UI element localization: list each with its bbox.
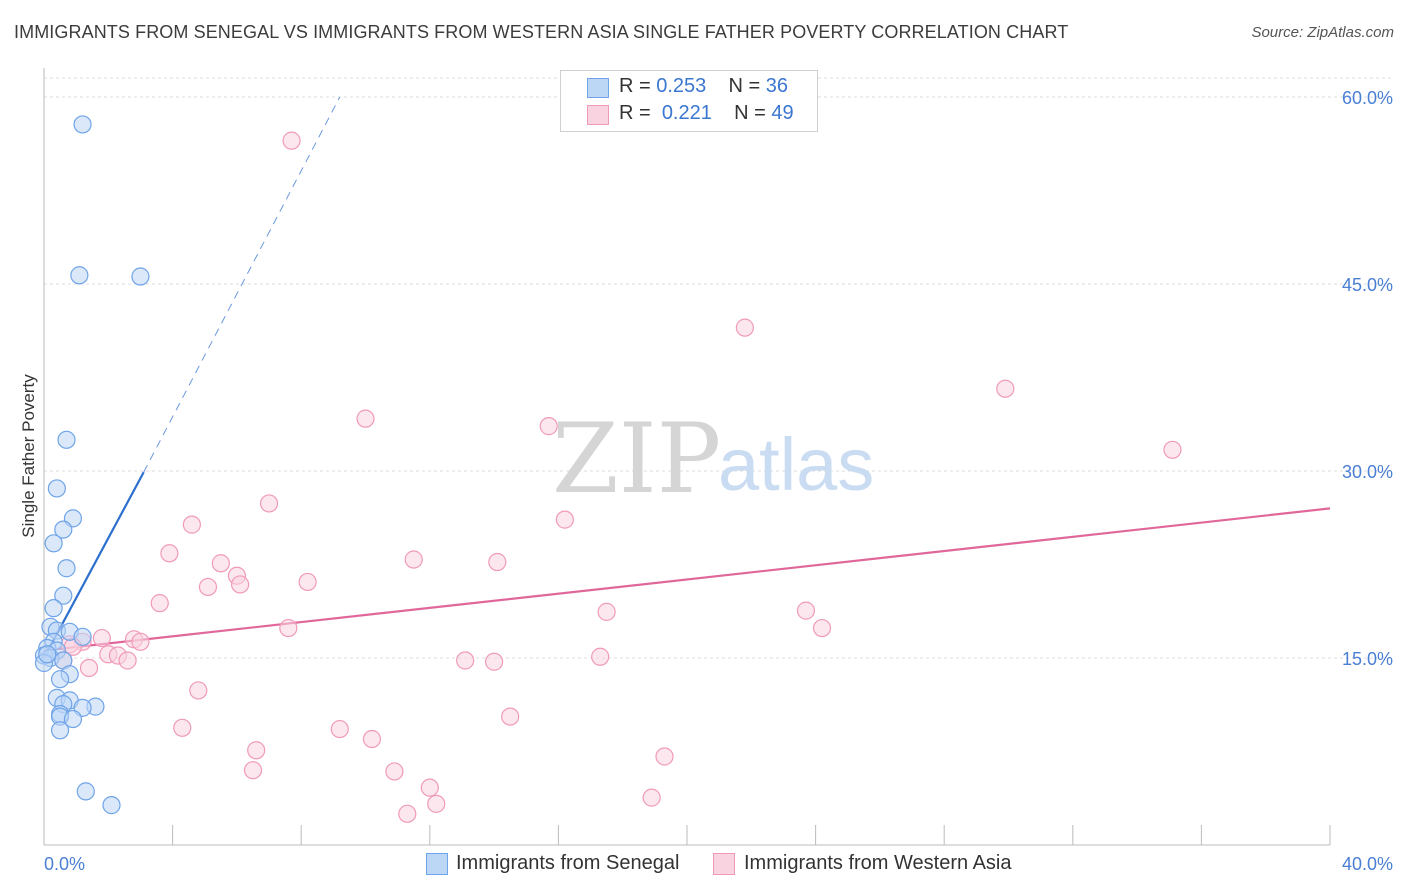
bottom-legend-label-senegal: Immigrants from Senegal: [456, 852, 680, 874]
point-western-asia: [259, 494, 279, 513]
point-senegal: [44, 534, 63, 553]
point-western-asia: [420, 778, 439, 797]
point-western-asia: [555, 510, 574, 529]
point-senegal: [131, 267, 150, 286]
point-senegal: [73, 627, 92, 646]
point-western-asia: [591, 647, 610, 666]
y-tick-label: 30.0%: [1342, 462, 1393, 482]
y-tick-label: 15.0%: [1342, 649, 1393, 669]
y-tick-label: 45.0%: [1342, 275, 1393, 295]
point-western-asia: [362, 729, 382, 749]
point-western-asia: [539, 417, 558, 436]
point-western-asia: [488, 552, 507, 572]
point-senegal: [102, 796, 121, 815]
point-western-asia: [996, 379, 1015, 398]
legend-swatch-senegal: [587, 78, 609, 98]
bottom-legend-label-western-asia: Immigrants from Western Asia: [744, 852, 1012, 874]
point-senegal: [63, 709, 83, 729]
point-western-asia: [812, 618, 832, 638]
legend-n-label: N =: [728, 75, 761, 97]
point-western-asia: [160, 544, 179, 563]
point-senegal: [50, 721, 70, 740]
legend-swatch-western-asia: [587, 105, 609, 125]
x-tick-label-max: 40.0%: [1342, 854, 1393, 874]
point-western-asia: [211, 554, 230, 573]
point-senegal: [57, 559, 76, 578]
axes: [43, 68, 1331, 846]
legend-r-value-western-asia: 0.221: [661, 102, 712, 124]
point-senegal: [38, 645, 57, 664]
point-western-asia: [385, 762, 404, 781]
chart-title: IMMIGRANTS FROM SENEGAL VS IMMIGRANTS FR…: [14, 22, 1069, 42]
point-western-asia: [356, 409, 375, 428]
data-points: [34, 115, 1182, 823]
watermark-zip: ZIP: [552, 403, 721, 515]
point-western-asia: [501, 707, 520, 726]
point-western-asia: [485, 652, 504, 671]
legend-row-senegal: R = 0.253 N = 36: [561, 75, 817, 101]
trend-line-western-asia: [43, 507, 1331, 652]
point-western-asia: [404, 550, 423, 569]
point-senegal: [47, 479, 66, 498]
point-western-asia: [398, 804, 417, 823]
point-western-asia: [298, 572, 317, 592]
point-western-asia: [189, 681, 208, 700]
point-western-asia: [597, 602, 616, 621]
point-western-asia: [655, 747, 674, 766]
y-tick-label: 60.0%: [1342, 88, 1393, 108]
point-western-asia: [642, 788, 661, 807]
point-senegal: [50, 670, 70, 689]
point-senegal: [57, 430, 76, 449]
legend-n-value-western-asia: 49: [771, 102, 794, 124]
trend-line-senegal-extension: [143, 96, 341, 473]
point-western-asia: [796, 601, 816, 620]
point-senegal: [54, 520, 73, 539]
point-western-asia: [279, 618, 298, 638]
bottom-legend-swatch-western-asia: [713, 853, 735, 875]
chart-source: Source: ZipAtlas.com: [1251, 24, 1394, 41]
legend-n-label: N =: [734, 102, 766, 124]
point-western-asia: [92, 628, 111, 648]
correlation-legend: R = 0.253 N = 36 R = 0.221 N = 49: [560, 70, 818, 132]
point-western-asia: [118, 651, 137, 670]
point-western-asia: [150, 594, 169, 613]
point-western-asia: [282, 131, 301, 150]
watermark-atlas: atlas: [718, 423, 874, 506]
point-western-asia: [79, 658, 99, 678]
legend-row-western-asia: R = 0.221 N = 49: [561, 102, 817, 128]
point-western-asia: [427, 794, 446, 813]
point-senegal: [70, 266, 89, 285]
legend-r-label: R =: [619, 102, 651, 124]
y-tick-labels: 15.0% 30.0% 45.0% 60.0%: [1342, 88, 1393, 669]
point-western-asia: [243, 761, 263, 780]
y-axis-label: Single Father Poverty: [19, 374, 38, 538]
legend-r-value-senegal: 0.253: [656, 75, 707, 97]
point-western-asia: [231, 575, 250, 594]
legend-stats-western-asia: R = 0.221 N = 49: [619, 102, 794, 125]
grid-lines: [44, 77, 1393, 659]
point-western-asia: [247, 741, 266, 760]
point-senegal: [73, 115, 92, 134]
point-senegal: [44, 599, 63, 618]
point-western-asia: [456, 651, 475, 670]
point-senegal: [76, 782, 95, 801]
legend-stats-senegal: R = 0.253 N = 36: [619, 75, 788, 98]
point-western-asia: [182, 515, 201, 534]
point-western-asia: [131, 632, 150, 651]
point-western-asia: [173, 718, 192, 737]
legend-n-value-senegal: 36: [765, 75, 789, 97]
point-senegal: [54, 586, 73, 605]
point-western-asia: [198, 577, 218, 597]
point-western-asia: [1163, 440, 1182, 459]
point-western-asia: [735, 318, 754, 337]
point-western-asia: [330, 719, 349, 739]
x-tick-label-min: 0.0%: [44, 854, 85, 874]
legend-r-label: R =: [619, 75, 651, 97]
bottom-legend-swatch-senegal: [426, 853, 448, 875]
